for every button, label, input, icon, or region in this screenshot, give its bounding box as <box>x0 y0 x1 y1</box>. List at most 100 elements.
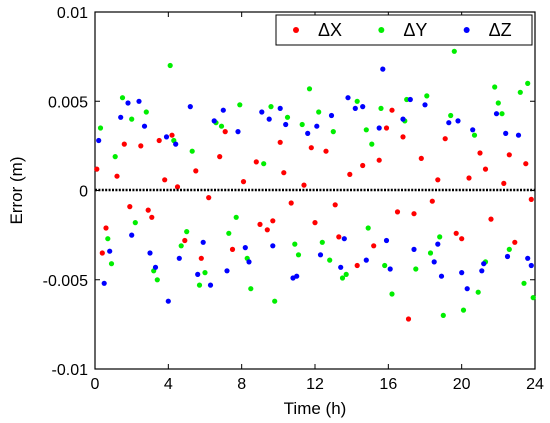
data-point <box>264 227 270 233</box>
x-tick-label: 24 <box>526 376 544 393</box>
data-point <box>224 268 230 274</box>
data-point <box>429 198 435 204</box>
data-point <box>240 179 247 185</box>
data-point <box>290 275 296 281</box>
y-tick-label: 0 <box>79 184 88 201</box>
data-point <box>173 141 179 147</box>
data-point <box>517 89 523 95</box>
data-point <box>382 262 388 269</box>
data-point <box>459 270 465 276</box>
data-point <box>149 214 155 220</box>
data-point <box>418 155 424 161</box>
data-point <box>332 202 338 208</box>
data-point <box>435 177 441 183</box>
data-point <box>327 257 333 263</box>
data-point <box>369 141 375 147</box>
data-point <box>308 145 314 151</box>
data-point <box>165 298 171 304</box>
data-point <box>427 250 434 256</box>
data-point <box>347 171 353 177</box>
data-point <box>301 182 307 188</box>
data-point <box>136 98 142 104</box>
data-point <box>328 112 335 119</box>
data-point <box>378 105 384 111</box>
data-point <box>413 266 419 272</box>
data-point <box>363 257 369 263</box>
data-point <box>207 282 214 288</box>
data-point <box>196 282 203 288</box>
y-tick-label: -0.005 <box>43 273 88 290</box>
data-point <box>132 220 138 226</box>
data-point <box>477 150 483 156</box>
data-point <box>492 84 498 90</box>
legend-label: ΔY <box>403 20 427 40</box>
data-point <box>394 209 401 215</box>
data-point <box>147 250 153 256</box>
data-point <box>281 170 287 176</box>
data-point <box>323 148 329 154</box>
data-point <box>152 264 159 270</box>
data-point <box>336 234 342 240</box>
data-point <box>455 118 461 124</box>
data-point <box>453 230 459 236</box>
data-point <box>248 286 254 292</box>
data-point <box>277 105 283 111</box>
legend-box <box>275 14 533 46</box>
data-point <box>338 264 344 270</box>
data-point <box>339 275 346 281</box>
data-point <box>360 104 366 110</box>
data-point <box>305 130 311 136</box>
legend-marker <box>378 27 385 33</box>
data-point <box>107 248 113 254</box>
data-point <box>268 104 274 110</box>
data-point <box>125 100 131 106</box>
data-point <box>178 243 184 249</box>
data-point <box>316 109 322 115</box>
data-point <box>145 207 151 213</box>
data-point <box>218 123 225 129</box>
data-point <box>99 250 105 256</box>
data-point <box>129 116 135 122</box>
data-point <box>295 252 302 258</box>
data-point <box>235 129 241 135</box>
data-point <box>383 125 390 131</box>
data-point <box>222 129 228 135</box>
data-point <box>345 95 351 101</box>
data-point <box>156 137 162 144</box>
data-point <box>525 255 531 261</box>
data-point <box>233 214 239 220</box>
data-point <box>389 107 395 113</box>
data-point <box>503 130 509 136</box>
data-point <box>422 102 428 108</box>
data-point <box>515 132 522 138</box>
data-point <box>506 246 512 252</box>
data-point <box>129 232 135 238</box>
data-point <box>182 237 188 244</box>
data-point <box>121 141 127 147</box>
data-point <box>257 221 263 227</box>
x-axis-title: Time (h) <box>284 399 347 418</box>
x-tick-label: 4 <box>164 376 173 393</box>
data-point <box>442 136 448 142</box>
data-point <box>270 243 276 249</box>
data-point <box>407 96 413 103</box>
x-tick-label: 12 <box>306 376 324 393</box>
data-point <box>530 295 536 301</box>
data-point <box>341 236 347 242</box>
data-point <box>354 262 360 269</box>
data-point <box>202 270 208 276</box>
data-point <box>189 148 195 154</box>
data-point <box>206 195 212 201</box>
data-point <box>431 259 437 265</box>
data-point <box>112 154 118 160</box>
data-point <box>114 173 120 179</box>
y-axis-ticks: -0.01 -0.005 0 0.005 0.01 <box>43 5 535 379</box>
data-point <box>446 120 452 126</box>
x-tick-label: 8 <box>237 376 246 393</box>
data-point <box>523 161 529 167</box>
x-tick-label: 16 <box>379 376 397 393</box>
data-point <box>475 289 481 295</box>
data-point <box>169 132 175 138</box>
data-point <box>284 114 291 120</box>
data-point <box>246 259 252 265</box>
